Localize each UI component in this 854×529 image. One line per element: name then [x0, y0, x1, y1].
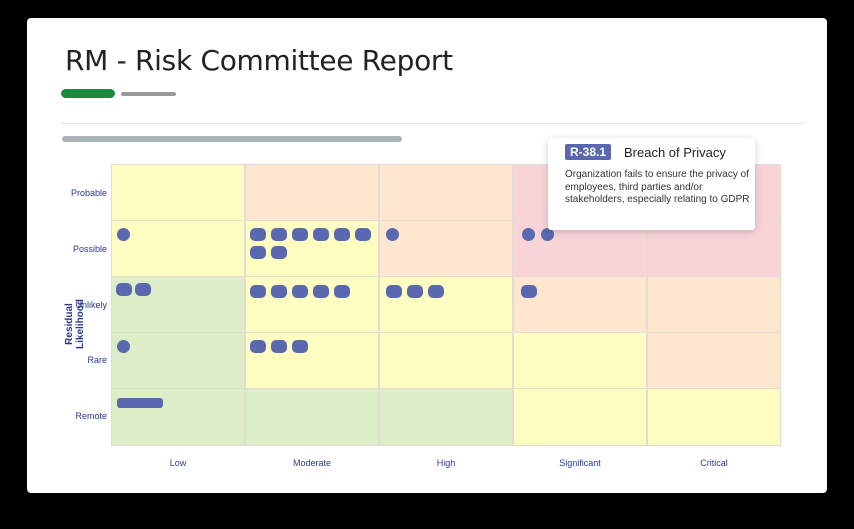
risk-marker[interactable]	[271, 285, 287, 298]
heatmap-cell[interactable]	[513, 332, 647, 389]
risk-tooltip: R-38.1 Breach of Privacy Organization fa…	[548, 138, 755, 230]
row-label-remote: Remote	[75, 411, 107, 421]
risk-marker[interactable]	[334, 228, 350, 241]
active-tab-indicator[interactable]	[61, 89, 115, 98]
col-label-critical: Critical	[700, 458, 728, 468]
heatmap-cell[interactable]	[111, 388, 245, 446]
row-label-rare: Rare	[87, 355, 107, 365]
risk-title: Breach of Privacy	[624, 145, 726, 160]
heatmap-cell[interactable]	[379, 332, 513, 389]
risk-marker[interactable]	[292, 228, 308, 241]
risk-marker[interactable]	[386, 228, 399, 241]
row-label-probable: Probable	[70, 188, 107, 198]
heatmap-cell[interactable]	[513, 276, 647, 333]
risk-marker[interactable]	[313, 285, 329, 298]
risk-marker[interactable]	[117, 340, 130, 353]
page-title: RM - Risk Committee Report	[65, 44, 453, 77]
risk-marker[interactable]	[522, 228, 535, 241]
heatmap-cell[interactable]	[111, 332, 245, 389]
risk-marker[interactable]	[250, 340, 266, 353]
heatmap-cell[interactable]	[647, 276, 781, 333]
col-label-significant: Significant	[559, 458, 601, 468]
risk-marker[interactable]	[407, 285, 423, 298]
header-divider	[61, 123, 805, 124]
col-label-moderate: Moderate	[292, 458, 332, 468]
risk-marker[interactable]	[334, 285, 350, 298]
col-label-high: High	[436, 458, 456, 468]
risk-marker[interactable]	[271, 228, 287, 241]
row-label-possible: Possible	[72, 244, 107, 254]
heatmap-cell[interactable]	[379, 220, 513, 277]
risk-marker[interactable]	[386, 285, 402, 298]
risk-marker[interactable]	[292, 340, 308, 353]
risk-marker[interactable]	[116, 283, 132, 296]
heatmap-cell[interactable]	[513, 388, 647, 446]
risk-marker[interactable]	[313, 228, 329, 241]
risk-marker[interactable]	[135, 283, 151, 296]
heatmap-cell[interactable]	[379, 388, 513, 446]
heatmap-cell[interactable]	[245, 220, 379, 277]
heatmap-cell[interactable]	[245, 164, 379, 221]
risk-marker[interactable]	[250, 285, 266, 298]
row-label-unlikely: Unlikely	[75, 300, 107, 310]
risk-description: Organization fails to ensure the privacy…	[565, 169, 750, 205]
risk-id-badge: R-38.1	[565, 144, 612, 160]
heatmap-cell[interactable]	[379, 164, 513, 221]
risk-marker[interactable]	[521, 285, 537, 298]
heatmap-cell[interactable]	[379, 276, 513, 333]
risk-marker[interactable]	[271, 246, 287, 259]
heatmap-cell[interactable]	[245, 388, 379, 446]
heatmap-cell[interactable]	[245, 276, 379, 333]
heatmap-cell[interactable]	[647, 388, 781, 446]
risk-marker[interactable]	[541, 228, 554, 241]
section-placeholder-bar	[62, 136, 402, 142]
risk-marker[interactable]	[292, 285, 308, 298]
heatmap-cell[interactable]	[111, 164, 245, 221]
heatmap-cell[interactable]	[647, 332, 781, 389]
inactive-tab-indicator[interactable]	[121, 92, 176, 96]
heatmap-cell[interactable]	[111, 220, 245, 277]
risk-marker[interactable]	[117, 228, 130, 241]
heatmap-cell[interactable]	[111, 276, 245, 333]
heatmap-cell[interactable]	[245, 332, 379, 389]
col-label-low: Low	[169, 458, 187, 468]
risk-marker[interactable]	[250, 246, 266, 259]
risk-marker[interactable]	[428, 285, 444, 298]
report-card: RM - Risk Committee Report Residual Like…	[27, 18, 827, 493]
risk-marker[interactable]	[117, 398, 163, 408]
risk-marker[interactable]	[250, 228, 266, 241]
risk-marker[interactable]	[271, 340, 287, 353]
risk-marker[interactable]	[355, 228, 371, 241]
